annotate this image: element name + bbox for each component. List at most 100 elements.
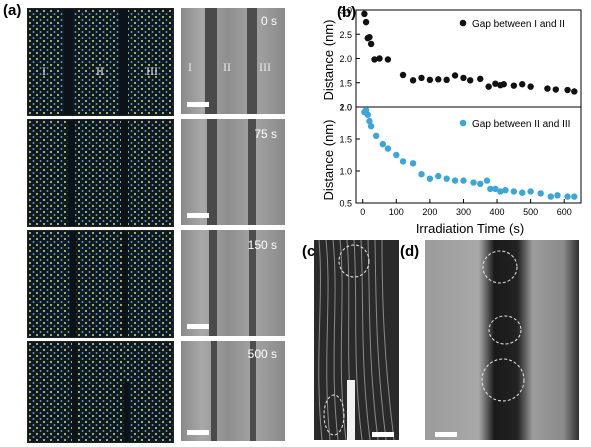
fiber-image bbox=[318, 240, 395, 440]
lattice-image bbox=[28, 342, 173, 442]
y-tick-label: 1.5 bbox=[339, 78, 352, 88]
data-point bbox=[485, 83, 492, 90]
scale-bar bbox=[372, 432, 394, 437]
data-point bbox=[500, 81, 507, 88]
data-point bbox=[554, 192, 561, 199]
data-point bbox=[366, 117, 373, 125]
panel-c-image bbox=[314, 240, 399, 440]
stem-image-d bbox=[425, 240, 579, 440]
panel-b-charts: Distance (nm) Distance (nm) 1.0 1.5 2.0 2.5… bbox=[321, 6, 582, 236]
data-point bbox=[519, 81, 526, 88]
time-label: 75 s bbox=[254, 127, 277, 141]
panel-label-d: (d) bbox=[400, 243, 420, 260]
legend-label-top: Gap between I and II bbox=[472, 19, 565, 30]
data-point bbox=[366, 33, 373, 41]
panel-label-a: (a) bbox=[3, 2, 22, 19]
time-label: 0 s bbox=[260, 14, 277, 28]
data-point bbox=[451, 72, 459, 79]
data-point bbox=[492, 185, 499, 193]
data-point bbox=[477, 75, 484, 83]
lattice-image: I II III bbox=[28, 9, 173, 115]
data-point bbox=[460, 177, 467, 184]
data-point bbox=[399, 158, 407, 165]
scale-bar bbox=[187, 102, 209, 107]
legend-label-bottom: Gap between II and III bbox=[472, 119, 570, 130]
data-point bbox=[502, 187, 509, 194]
x-tick-label: 400 bbox=[490, 207, 505, 217]
lattice-image bbox=[28, 231, 173, 337]
data-point bbox=[537, 190, 544, 197]
x-tick-label: 0 bbox=[360, 207, 365, 217]
y-axis-title-bottom: Distance (nm) bbox=[321, 120, 336, 201]
data-point bbox=[443, 175, 450, 182]
data-point bbox=[376, 55, 383, 62]
data-point bbox=[519, 189, 526, 196]
data-point bbox=[510, 188, 518, 195]
scale-bar bbox=[187, 213, 209, 218]
y-tick-label: 3.0 bbox=[339, 6, 352, 16]
data-point bbox=[361, 10, 368, 18]
data-point bbox=[364, 111, 371, 118]
data-point bbox=[371, 56, 378, 63]
data-point bbox=[372, 132, 380, 139]
data-point bbox=[393, 151, 400, 159]
data-point bbox=[552, 86, 560, 93]
data-point bbox=[466, 77, 474, 84]
axes-top: 1.0 1.5 2.0 2.5 3.0 bbox=[339, 6, 360, 113]
plot-frame-bottom bbox=[355, 106, 582, 204]
y-tick-label: 2.5 bbox=[339, 30, 352, 40]
panel-d-image bbox=[425, 240, 579, 440]
series-gap-II-III bbox=[361, 107, 578, 200]
scale-bar bbox=[187, 430, 209, 435]
region-label-I: I bbox=[42, 64, 46, 78]
data-point bbox=[362, 18, 370, 26]
y-tick-label: 2.0 bbox=[339, 103, 352, 113]
y-axis-title-top: Distance (nm) bbox=[321, 20, 336, 101]
data-point bbox=[470, 179, 477, 186]
axes-bottom: 0.5 1.0 1.5 2.0 0 100 200 300 400 500 600 bbox=[339, 103, 571, 218]
legend-marker-bottom bbox=[459, 119, 467, 127]
region-label-I: I bbox=[188, 60, 192, 74]
data-point bbox=[435, 172, 442, 180]
data-point bbox=[384, 145, 392, 152]
simulation-snapshot-0s: I II III bbox=[27, 8, 174, 116]
data-point bbox=[492, 80, 499, 87]
time-label: 500 s bbox=[247, 347, 277, 361]
x-tick-label: 300 bbox=[456, 207, 471, 217]
x-tick-label: 500 bbox=[523, 207, 538, 217]
region-label-II: II bbox=[223, 60, 231, 74]
data-point bbox=[547, 193, 554, 200]
data-point bbox=[367, 40, 375, 48]
data-point bbox=[384, 56, 392, 63]
y-tick-label: 1.0 bbox=[339, 167, 352, 177]
simulation-snapshot-150s bbox=[27, 230, 174, 338]
region-label-II: II bbox=[96, 64, 104, 78]
y-tick-label: 2.0 bbox=[339, 54, 352, 64]
stem-image-150s: 150 s bbox=[181, 230, 285, 336]
region-label-III: III bbox=[146, 64, 158, 78]
time-label: 150 s bbox=[247, 238, 277, 252]
data-point bbox=[418, 171, 425, 178]
data-point bbox=[487, 185, 494, 193]
series-gap-I-II bbox=[361, 10, 578, 95]
x-tick-label: 200 bbox=[422, 207, 437, 217]
data-point bbox=[379, 140, 387, 148]
data-point bbox=[477, 180, 484, 187]
data-point bbox=[435, 76, 442, 83]
data-point bbox=[399, 71, 407, 79]
data-point bbox=[409, 160, 417, 167]
data-point bbox=[483, 177, 491, 184]
region-label-III: III bbox=[259, 60, 271, 74]
scale-bar bbox=[187, 324, 209, 329]
data-point bbox=[564, 193, 571, 200]
lattice-image bbox=[28, 120, 173, 226]
data-point bbox=[571, 193, 578, 200]
data-point bbox=[544, 85, 551, 92]
data-point bbox=[367, 123, 375, 130]
data-point bbox=[571, 88, 578, 95]
simulation-snapshot-500s bbox=[27, 341, 174, 443]
data-point bbox=[409, 77, 417, 84]
stem-image-500s: 500 s bbox=[181, 341, 285, 441]
y-tick-label: 0.5 bbox=[339, 199, 352, 209]
data-point bbox=[527, 188, 534, 195]
